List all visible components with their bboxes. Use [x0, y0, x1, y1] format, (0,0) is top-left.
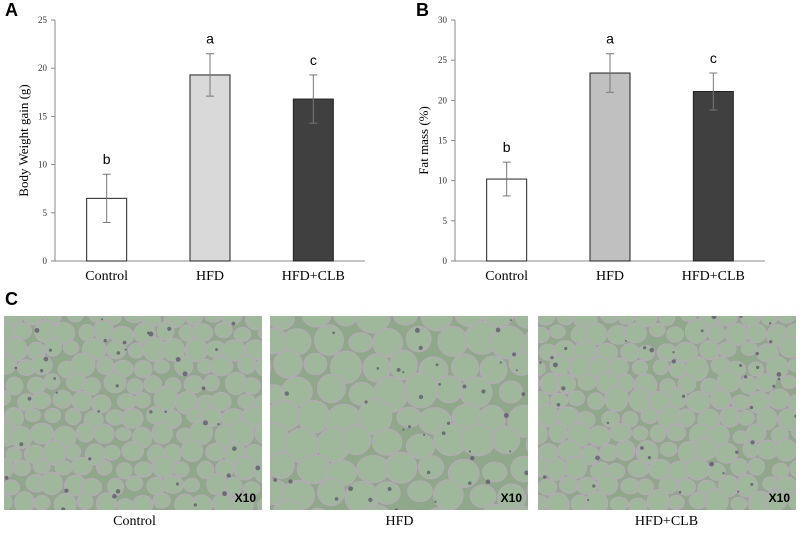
- y-tick-label: 10: [438, 176, 448, 186]
- histology-caption-control: Control: [113, 514, 156, 529]
- adipose-tissue-image: [4, 316, 262, 510]
- category-label: HFD: [596, 269, 624, 284]
- significance-label: c: [710, 50, 717, 66]
- chart-fat-mass: 0 5 10 15 20 25 30 Fat mass (%) b Control a HFD c HFD…: [416, 15, 765, 284]
- category-label: HFD+CLB: [682, 269, 745, 284]
- y-tick-label: 5: [43, 208, 48, 218]
- magnification-label: X10: [500, 491, 522, 505]
- panel-letter-c: C: [5, 289, 18, 309]
- magnification-label: X10: [768, 491, 790, 505]
- y-tick-label: 30: [438, 15, 448, 25]
- significance-label: b: [103, 151, 111, 167]
- y-tick-label: 25: [38, 15, 48, 25]
- y-tick-label: 15: [38, 111, 48, 121]
- bar: [589, 72, 631, 262]
- y-axis-label: Body Weight gain (g): [16, 84, 31, 196]
- category-label: HFD: [196, 269, 224, 284]
- bar: [189, 74, 231, 262]
- y-tick-label: 20: [38, 63, 48, 73]
- y-axis-label: Fat mass (%): [416, 106, 431, 175]
- category-label: Control: [485, 269, 528, 284]
- histology-caption-hfd-clb: HFD+CLB: [634, 514, 699, 529]
- y-tick-label: 0: [43, 256, 48, 266]
- y-tick-label: 10: [38, 160, 48, 170]
- significance-label: c: [310, 52, 317, 68]
- magnification-label: X10: [234, 491, 256, 505]
- y-tick-label: 0: [443, 256, 448, 266]
- y-tick-label: 25: [438, 55, 448, 65]
- adipose-tissue-image: [538, 316, 796, 510]
- y-tick-label: 15: [438, 136, 448, 146]
- panel-letter-a: A: [5, 0, 18, 20]
- histology-image-hfd: X10: [270, 316, 528, 510]
- category-label: Control: [85, 269, 128, 284]
- significance-label: b: [503, 139, 511, 155]
- panel-letter-b: B: [416, 0, 429, 20]
- chart-body-weight-gain: 0 5 10 15 20 25 Body Weight gain (g) b Control a H…: [16, 15, 365, 284]
- significance-label: a: [606, 31, 614, 47]
- category-label: HFD+CLB: [282, 269, 345, 284]
- adipose-tissue-image: [270, 316, 528, 510]
- bar: [692, 90, 734, 262]
- histology-image-control: X10: [4, 316, 262, 510]
- histology-caption-hfd: HFD: [385, 514, 414, 529]
- y-tick-label: 5: [443, 216, 448, 226]
- bar: [292, 98, 334, 262]
- significance-label: a: [206, 31, 214, 47]
- y-tick-label: 20: [438, 95, 448, 105]
- histology-image-hfd-clb: X10: [538, 316, 796, 510]
